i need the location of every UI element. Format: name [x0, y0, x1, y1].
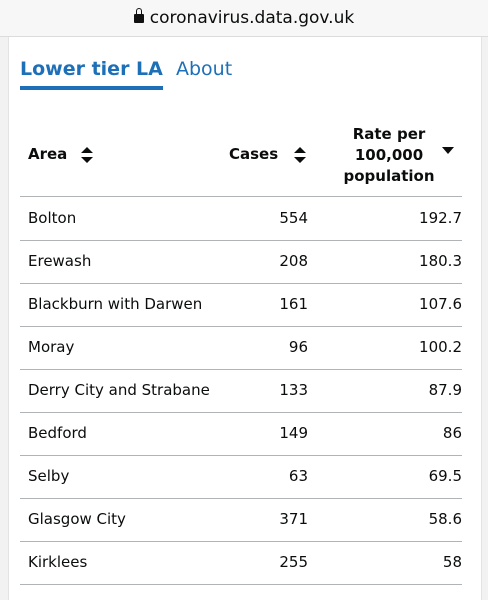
- cell-cases: 133: [279, 381, 308, 399]
- card: [8, 37, 482, 600]
- cell-rate: 86: [442, 424, 462, 442]
- cell-area: Blackburn with Darwen: [28, 295, 203, 313]
- row-divider: [20, 283, 462, 284]
- cell-area: Selby: [28, 467, 70, 485]
- sort-icon[interactable]: [293, 146, 307, 164]
- row-divider: [20, 326, 462, 327]
- cell-rate: 58: [442, 553, 462, 571]
- cell-rate: 180.3: [419, 252, 462, 270]
- cell-area: Erewash: [28, 252, 92, 270]
- cell-rate: 87.9: [428, 381, 462, 399]
- cell-cases: 63: [288, 467, 308, 485]
- cell-area: Kirklees: [28, 553, 88, 571]
- tab-active[interactable]: Lower tier LA: [20, 58, 163, 90]
- cell-area: Glasgow City: [28, 510, 126, 528]
- cell-area: Moray: [28, 338, 75, 356]
- cell-rate: 107.6: [419, 295, 462, 313]
- cell-cases: 149: [279, 424, 308, 442]
- row-divider: [20, 240, 462, 241]
- header-cases[interactable]: Cases: [229, 145, 279, 163]
- row-divider: [20, 455, 462, 456]
- url-text: coronavirus.data.gov.uk: [149, 8, 355, 28]
- cell-cases: 554: [279, 209, 308, 227]
- cell-cases: 96: [288, 338, 308, 356]
- url[interactable]: coronavirus.data.gov.uk: [0, 8, 488, 28]
- cell-cases: 371: [279, 510, 308, 528]
- cell-rate: 192.7: [419, 209, 462, 227]
- sort-icon-desc[interactable]: [441, 146, 455, 156]
- cell-area: Bedford: [28, 424, 87, 442]
- address-bar: coronavirus.data.gov.uk: [0, 0, 488, 37]
- row-divider: [20, 584, 462, 585]
- row-divider: [20, 369, 462, 370]
- row-divider: [20, 412, 462, 413]
- cell-area: Bolton: [28, 209, 77, 227]
- cell-area: Derry City and Strabane: [28, 381, 210, 399]
- header-area[interactable]: Area: [28, 145, 68, 163]
- row-divider: [20, 196, 462, 197]
- row-divider: [20, 498, 462, 499]
- header-rate[interactable]: Rate per 100,000 population: [343, 125, 435, 185]
- cell-cases: 161: [279, 295, 308, 313]
- cell-cases: 255: [279, 553, 308, 571]
- sort-icon[interactable]: [80, 146, 94, 164]
- cell-rate: 69.5: [428, 467, 462, 485]
- cell-rate: 58.6: [428, 510, 462, 528]
- tab[interactable]: About: [176, 58, 233, 80]
- cell-cases: 208: [279, 252, 308, 270]
- row-divider: [20, 541, 462, 542]
- lock-icon: [133, 8, 144, 23]
- cell-rate: 100.2: [419, 338, 462, 356]
